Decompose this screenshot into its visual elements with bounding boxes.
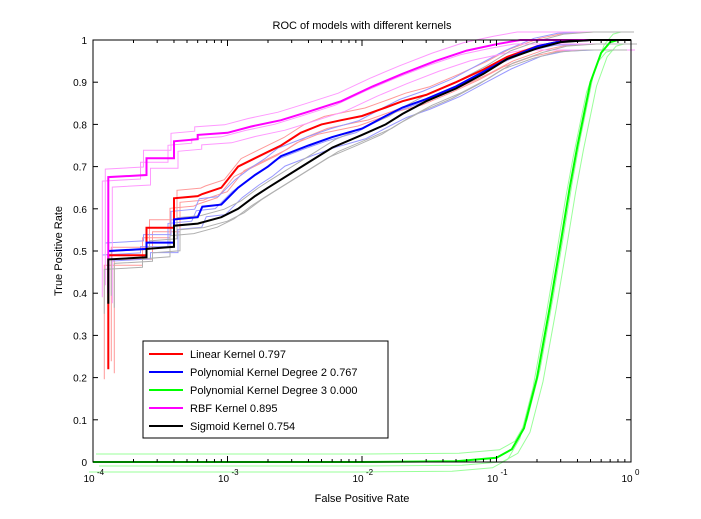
x-tick-label-exp: -3 [232,468,240,477]
fold-curves [89,31,637,473]
fold-curve [112,49,635,262]
x-tick-label-exp: -2 [366,468,374,477]
y-tick-label: 0.3 [73,331,87,342]
axes: 00.10.20.30.40.50.60.70.80.9110-410-310-… [73,36,640,485]
fold-curve [105,31,628,244]
x-tick-label-base: 10 [218,474,230,485]
legend-entry: Sigmoid Kernel 0.754 [190,421,295,433]
y-tick-label: 0.9 [73,78,87,89]
legend-box [142,340,389,439]
x-tick-label-base: 10 [83,474,95,485]
x-tick-label-base: 10 [621,474,633,485]
fold-curve [113,43,637,374]
series-line [107,39,631,294]
series-line [107,39,631,370]
fold-curve [102,43,625,256]
fold-curve [89,49,627,473]
y-tick-label: 0.6 [73,205,87,216]
y-tick-label: 0.1 [73,416,87,427]
series-line [108,39,631,252]
y-tick-label: 0.8 [73,120,87,131]
chart-title: ROC of models with different kernels [273,20,452,32]
series-line [93,39,631,463]
y-tick-label: 0.5 [73,247,87,258]
y-tick-label: 0 [81,458,87,469]
legend-entry: Polynomial Kernel Degree 2 0.767 [190,367,358,379]
x-tick-label-base: 10 [352,474,364,485]
fold-curve [110,31,634,296]
legend-entry: Polynomial Kernel Degree 3 0.000 [190,385,358,397]
fold-curve [113,43,637,308]
y-axis-label: True Positive Rate [53,206,65,296]
x-tick-label-exp: 0 [635,468,640,477]
legend-entry: RBF Kernel 0.895 [190,403,277,415]
series-lines [93,39,631,463]
fold-curve [101,43,625,298]
fold-curve [96,31,634,455]
y-tick-label: 1 [81,36,87,47]
fold-curve [103,49,627,380]
fold-curve [111,49,635,304]
x-axis-label: False Positive Rate [315,493,410,505]
series-line [107,39,631,304]
legend: Linear Kernel 0.797 Polynomial Kernel Deg… [142,340,389,439]
y-tick-label: 0.4 [73,289,87,300]
x-tick-label-exp: -4 [97,468,105,477]
fold-curve [104,31,628,286]
fold-curve [99,43,637,467]
x-tick-label-base: 10 [487,474,499,485]
x-tick-label-exp: -1 [501,468,509,477]
legend-entry: Linear Kernel 0.797 [190,349,286,361]
y-tick-label: 0.2 [73,374,87,385]
y-tick-label: 0.7 [73,163,87,174]
